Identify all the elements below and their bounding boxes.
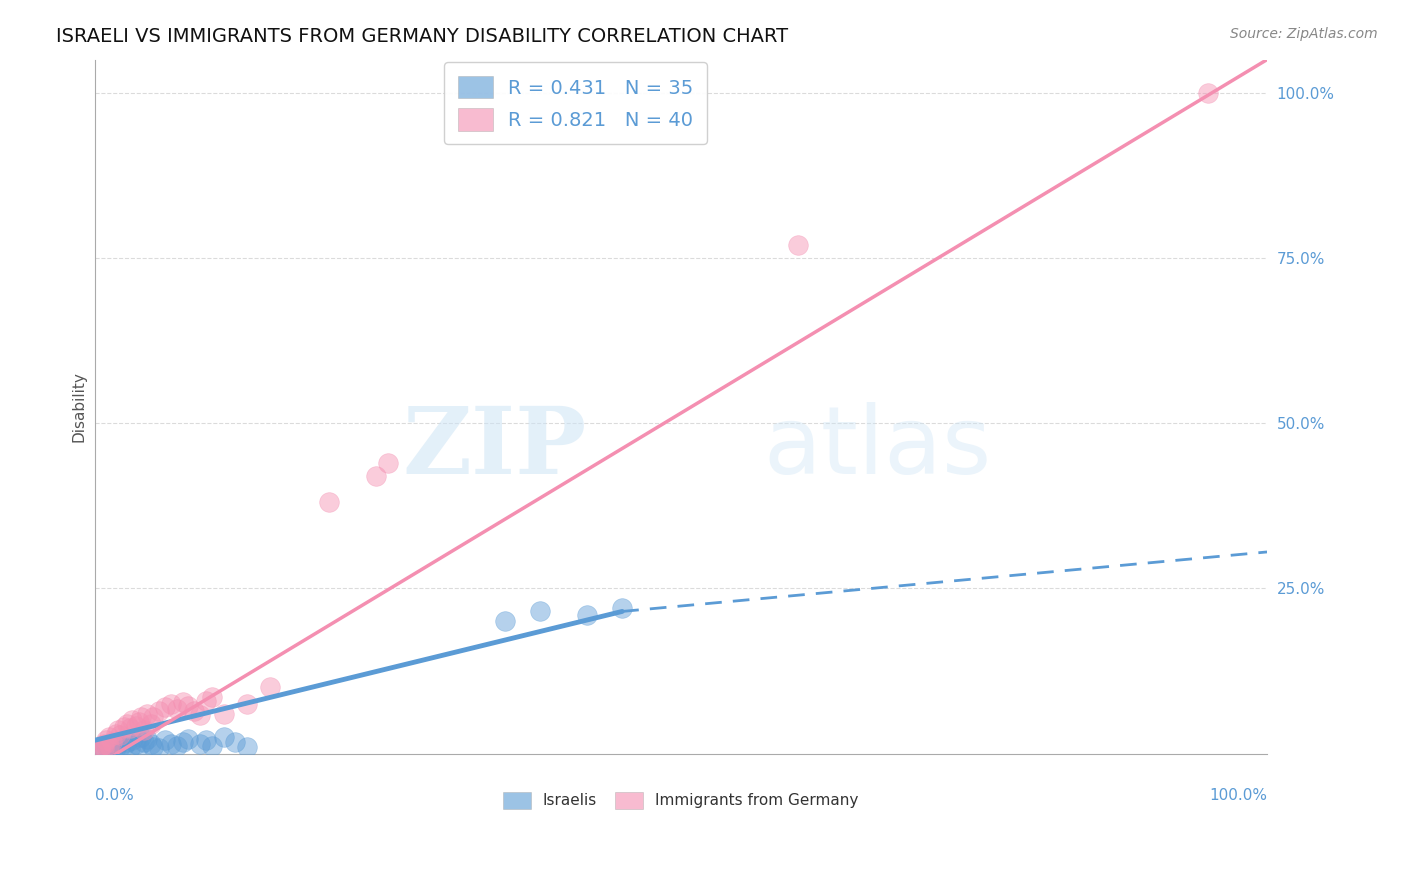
Point: [96, 733, 118, 747]
Text: ZIP: ZIP: [402, 403, 588, 493]
Point: [139, 716, 162, 731]
Point: [131, 730, 153, 744]
Text: ISRAELI VS IMMIGRANTS FROM GERMANY DISABILITY CORRELATION CHART: ISRAELI VS IMMIGRANTS FROM GERMANY DISAB…: [56, 27, 789, 45]
Point: [153, 700, 176, 714]
Point: [172, 695, 194, 709]
Point: [787, 237, 810, 252]
Text: 100.0%: 100.0%: [1209, 789, 1267, 803]
Point: [107, 723, 129, 738]
Point: [148, 704, 170, 718]
Point: [494, 615, 516, 629]
Point: [117, 716, 139, 731]
Point: [139, 737, 162, 751]
Point: [612, 601, 634, 615]
Point: [97, 730, 120, 744]
Point: [212, 730, 235, 744]
Point: [128, 739, 150, 753]
Point: [318, 495, 340, 509]
Point: [124, 719, 146, 733]
Legend: Israelis, Immigrants from Germany: Israelis, Immigrants from Germany: [496, 785, 865, 815]
Point: [201, 739, 224, 753]
Point: [93, 741, 115, 756]
Point: [159, 737, 181, 751]
Point: [121, 733, 143, 747]
Point: [201, 690, 224, 705]
Point: [576, 607, 599, 622]
Point: [117, 734, 139, 748]
Point: [97, 742, 120, 756]
Point: [124, 737, 146, 751]
Point: [131, 710, 153, 724]
Point: [183, 704, 205, 718]
Point: [177, 731, 200, 746]
Point: [142, 739, 165, 754]
Point: [112, 739, 135, 753]
Point: [166, 739, 188, 753]
Point: [97, 739, 120, 753]
Y-axis label: Disability: Disability: [72, 371, 86, 442]
Point: [136, 706, 159, 721]
Point: [364, 469, 387, 483]
Point: [93, 737, 115, 751]
Point: [89, 743, 111, 757]
Point: [104, 727, 127, 741]
Point: [259, 681, 281, 695]
Point: [194, 733, 217, 747]
Point: [110, 728, 132, 742]
Point: [153, 733, 176, 747]
Point: [132, 723, 155, 738]
Point: [212, 706, 235, 721]
Point: [1197, 86, 1219, 100]
Point: [159, 697, 181, 711]
Point: [377, 456, 399, 470]
Point: [118, 722, 141, 736]
Text: Source: ZipAtlas.com: Source: ZipAtlas.com: [1230, 27, 1378, 41]
Point: [148, 741, 170, 756]
Point: [112, 720, 135, 734]
Point: [118, 741, 141, 756]
Point: [132, 734, 155, 748]
Point: [166, 701, 188, 715]
Point: [136, 731, 159, 746]
Point: [96, 739, 118, 753]
Text: 0.0%: 0.0%: [94, 789, 134, 803]
Point: [89, 739, 111, 754]
Point: [142, 710, 165, 724]
Point: [104, 741, 127, 756]
Point: [93, 741, 115, 756]
Point: [101, 734, 124, 748]
Point: [110, 739, 132, 754]
Point: [177, 698, 200, 713]
Point: [194, 693, 217, 707]
Point: [188, 737, 211, 751]
Point: [224, 734, 246, 748]
Point: [236, 739, 259, 754]
Point: [188, 708, 211, 723]
Point: [172, 734, 194, 748]
Point: [89, 743, 111, 757]
Point: [529, 604, 551, 618]
Point: [121, 714, 143, 728]
Point: [128, 714, 150, 729]
Text: atlas: atlas: [763, 402, 991, 494]
Point: [236, 697, 259, 711]
Point: [101, 739, 124, 754]
Point: [107, 737, 129, 751]
